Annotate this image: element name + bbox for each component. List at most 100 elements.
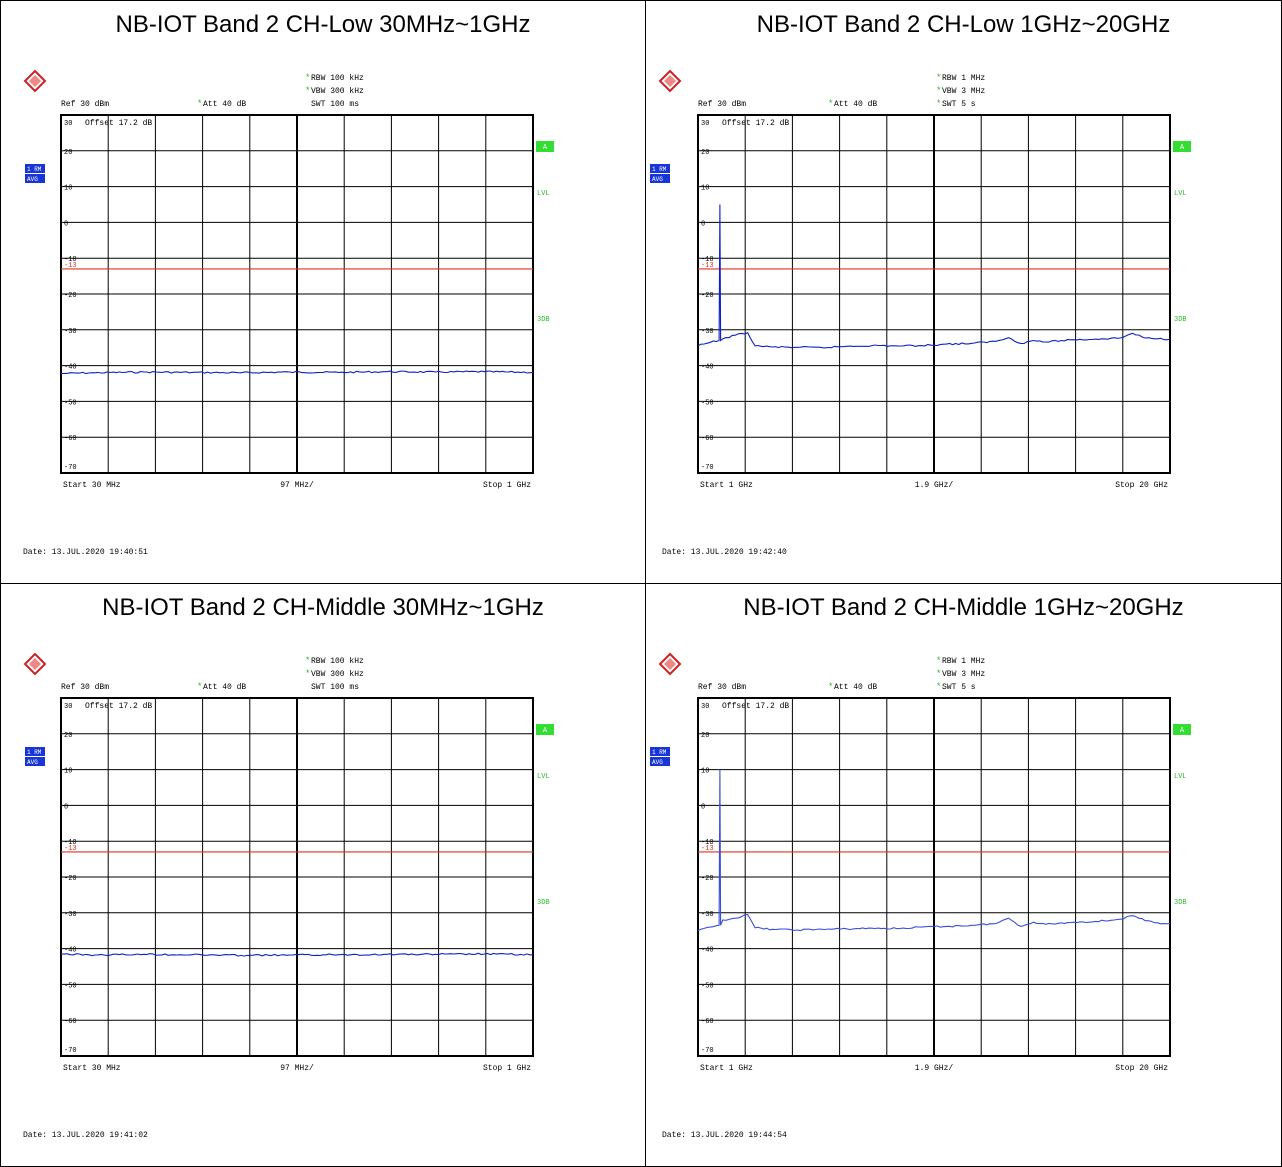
y-tick-label: -30 (64, 911, 77, 919)
att-marker: * (828, 99, 833, 109)
y-tick-label: 0 (701, 220, 705, 228)
detector-badge (25, 757, 45, 766)
limit-label: -13 (701, 262, 714, 270)
vbw-marker: * (936, 86, 941, 96)
att-label: Att 40 dB (834, 683, 877, 692)
swt-label: SWT 5 s (942, 100, 976, 109)
detector-label: AVG (27, 759, 38, 766)
start-freq-label: Start 30 MHz (63, 481, 121, 490)
lvl-label: LVL (1174, 190, 1187, 198)
threedb-label: 3DB (537, 316, 550, 324)
a-badge (536, 724, 554, 735)
a-badge-label: A (1180, 727, 1185, 735)
y-tick-label: -20 (64, 292, 77, 300)
trace-label: 1 RM (27, 166, 42, 173)
threedb-label: 3DB (537, 899, 550, 907)
logo-core (664, 658, 676, 670)
y-tick-label: 0 (64, 803, 68, 811)
y-tick-label: -50 (64, 982, 77, 990)
a-badge-label: A (1180, 144, 1185, 152)
limit-label: -13 (64, 262, 77, 270)
y-tick-label: 30 (64, 703, 72, 711)
swt-marker: * (936, 99, 941, 109)
trace-label: 1 RM (27, 749, 42, 756)
span-per-div-label: 97 MHz/ (280, 1064, 314, 1073)
vbw-label: VBW 3 MHz (942, 87, 985, 96)
detector-badge (650, 757, 670, 766)
logo-core (29, 658, 41, 670)
lvl-label: LVL (1174, 773, 1187, 781)
detector-badge (25, 174, 45, 183)
spectrum-trace (60, 952, 534, 957)
ref-level-label: Ref 30 dBm (61, 100, 109, 109)
offset-label: Offset 17.2 dB (85, 119, 152, 128)
att-marker: * (828, 682, 833, 692)
start-freq-label: Start 30 MHz (63, 1064, 121, 1073)
vbw-label: VBW 3 MHz (942, 670, 985, 679)
y-tick-label: -60 (701, 435, 714, 443)
att-label: Att 40 dB (834, 100, 877, 109)
rbw-label: RBW 100 kHz (311, 657, 364, 666)
rbw-label: RBW 100 kHz (311, 74, 364, 83)
offset-label: Offset 17.2 dB (722, 119, 789, 128)
y-tick-label: -20 (64, 875, 77, 883)
stop-freq-label: Stop 20 GHz (1115, 481, 1168, 490)
y-tick-label: 10 (701, 768, 709, 776)
ref-level-label: Ref 30 dBm (698, 683, 746, 692)
trace-badge (25, 164, 45, 173)
swt-label: SWT 100 ms (311, 100, 359, 109)
y-tick-label: -70 (701, 464, 714, 472)
trace-badge (650, 747, 670, 756)
a-badge (536, 141, 554, 152)
trace-badge (650, 164, 670, 173)
start-freq-label: Start 1 GHz (700, 1064, 753, 1073)
span-per-div-label: 1.9 GHz/ (915, 1064, 954, 1073)
ref-level-label: Ref 30 dBm (61, 683, 109, 692)
panel-title: NB-IOT Band 2 CH-Low 1GHz~20GHz (756, 11, 1171, 38)
stop-freq-label: Stop 1 GHz (483, 1064, 531, 1073)
y-tick-label: -10 (701, 256, 714, 264)
a-badge-label: A (543, 144, 548, 152)
y-tick-label: -40 (64, 364, 77, 372)
ref-level-label: Ref 30 dBm (698, 100, 746, 109)
rohde-schwarz-logo-icon (23, 69, 47, 93)
y-tick-label: -20 (701, 875, 714, 883)
rbw-marker: * (305, 73, 310, 83)
vbw-marker: * (305, 669, 310, 679)
offset-label: Offset 17.2 dB (722, 702, 789, 711)
trace-label: 1 RM (652, 166, 667, 173)
lvl-label: LVL (537, 190, 550, 198)
y-tick-label: -60 (64, 435, 77, 443)
spectrum-trace (697, 769, 1171, 932)
spectrum-trace (697, 204, 1171, 349)
vbw-marker: * (305, 86, 310, 96)
y-tick-label: 10 (64, 185, 72, 193)
y-tick-label: 20 (701, 732, 709, 740)
y-tick-label: 30 (64, 120, 72, 128)
span-per-div-label: 97 MHz/ (280, 481, 314, 490)
panel-4: NB-IOT Band 2 CH-Middle 1GHz~20GHz * RBW … (645, 583, 1282, 1167)
att-marker: * (197, 682, 202, 692)
y-tick-label: -60 (64, 1018, 77, 1026)
stop-freq-label: Stop 20 GHz (1115, 1064, 1168, 1073)
y-tick-label: -60 (701, 1018, 714, 1026)
limit-label: -13 (64, 845, 77, 853)
y-tick-label: 0 (701, 803, 705, 811)
date-label: Date: 13.JUL.2020 19:44:54 (662, 1131, 787, 1140)
vbw-label: VBW 300 kHz (311, 87, 364, 96)
swt-label: SWT 5 s (942, 683, 976, 692)
panel-title: NB-IOT Band 2 CH-Low 30MHz~1GHz (115, 11, 531, 38)
rbw-marker: * (936, 656, 941, 666)
threedb-label: 3DB (1174, 316, 1187, 324)
threedb-label: 3DB (1174, 899, 1187, 907)
rbw-marker: * (305, 656, 310, 666)
logo-core (664, 75, 676, 87)
rbw-label: RBW 1 MHz (942, 657, 985, 666)
y-tick-label: -40 (701, 947, 714, 955)
y-tick-label: -30 (701, 911, 714, 919)
detector-label: AVG (652, 759, 663, 766)
